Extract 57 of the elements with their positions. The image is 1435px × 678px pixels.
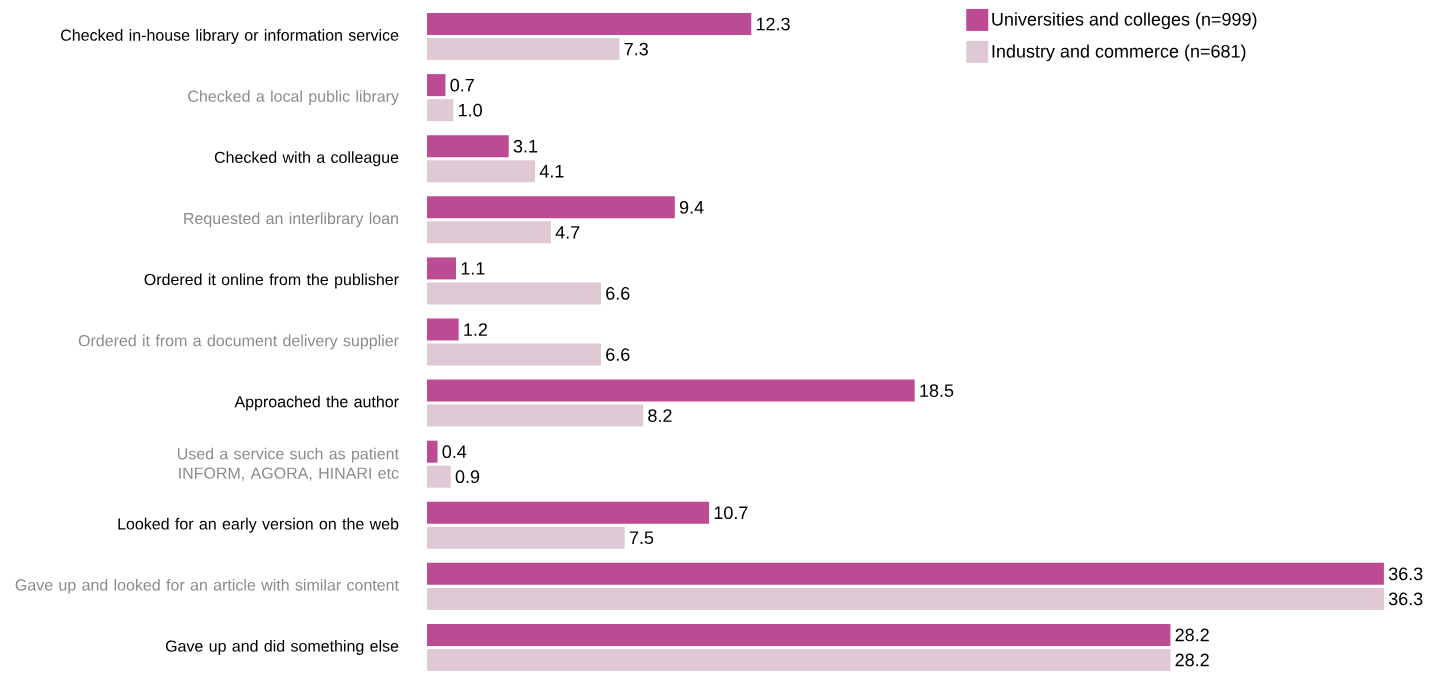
y-tick-label: Checked in-house library or information service — [61, 29, 399, 45]
bar — [427, 379, 915, 402]
bar — [427, 440, 438, 463]
bar — [427, 587, 1384, 610]
data-label: 6.6 — [606, 348, 630, 361]
y-tick-label: Ordered it online from the publisher — [144, 273, 399, 289]
data-label: 6.6 — [606, 287, 630, 300]
bar — [427, 38, 620, 61]
data-label: 8.2 — [648, 409, 672, 422]
y-tick-label: Approached the author — [234, 395, 399, 411]
bar — [427, 221, 551, 244]
bar — [427, 257, 457, 280]
y-tick-label: Ordered it from a document delivery supplier — [78, 334, 399, 350]
data-label: 1.1 — [461, 262, 485, 275]
data-label: 9.4 — [679, 200, 704, 214]
bar — [427, 160, 536, 183]
y-tick-label: Checked with a colleague — [214, 151, 399, 167]
bar — [427, 562, 1384, 585]
y-tick-label: Gave up and did something else — [165, 640, 399, 655]
y-tick-label: Used a service such as patient INFORM, AGORA, HINARI etc — [177, 447, 399, 481]
data-label: 4.7 — [555, 226, 580, 239]
data-label: 7.3 — [624, 42, 648, 56]
bar — [427, 623, 1171, 646]
data-label: 0.4 — [442, 445, 467, 459]
bar — [427, 74, 446, 97]
data-label: 0.9 — [455, 470, 480, 484]
legend-label: Industry and commerce (n=681) — [992, 44, 1246, 62]
bar — [427, 465, 451, 488]
y-tick-label: Gave up and looked for an article with similar content — [15, 578, 399, 594]
bar — [427, 404, 644, 427]
data-label: 1.0 — [459, 103, 482, 117]
data-label: 3.1 — [513, 139, 538, 153]
bar — [427, 501, 710, 524]
bar — [427, 196, 675, 219]
data-label: 28.2 — [1175, 653, 1209, 667]
data-label: 36.3 — [1388, 567, 1423, 581]
bar — [427, 318, 459, 341]
bar — [427, 648, 1171, 671]
bar — [427, 343, 601, 366]
data-label: 7.5 — [629, 531, 654, 545]
y-tick-label: Checked a local public library — [188, 90, 399, 106]
data-label: 18.5 — [920, 384, 954, 397]
legend-label: Universities and colleges (n=999) — [992, 12, 1257, 30]
data-label: 12.3 — [756, 17, 790, 31]
data-label: 1.2 — [464, 323, 488, 336]
y-tick-label: Looked for an early version on the web — [118, 517, 399, 533]
bar — [427, 99, 454, 122]
data-label: 28.2 — [1175, 628, 1209, 642]
data-label: 10.7 — [714, 506, 748, 520]
bar — [427, 13, 752, 36]
bar — [427, 135, 509, 158]
data-label: 4.1 — [539, 165, 564, 178]
y-tick-label: Requested an interlibrary loan — [184, 212, 398, 228]
bar — [427, 526, 625, 549]
bar — [427, 282, 601, 305]
data-label: 36.3 — [1388, 592, 1423, 606]
data-label: 0.7 — [450, 78, 474, 92]
